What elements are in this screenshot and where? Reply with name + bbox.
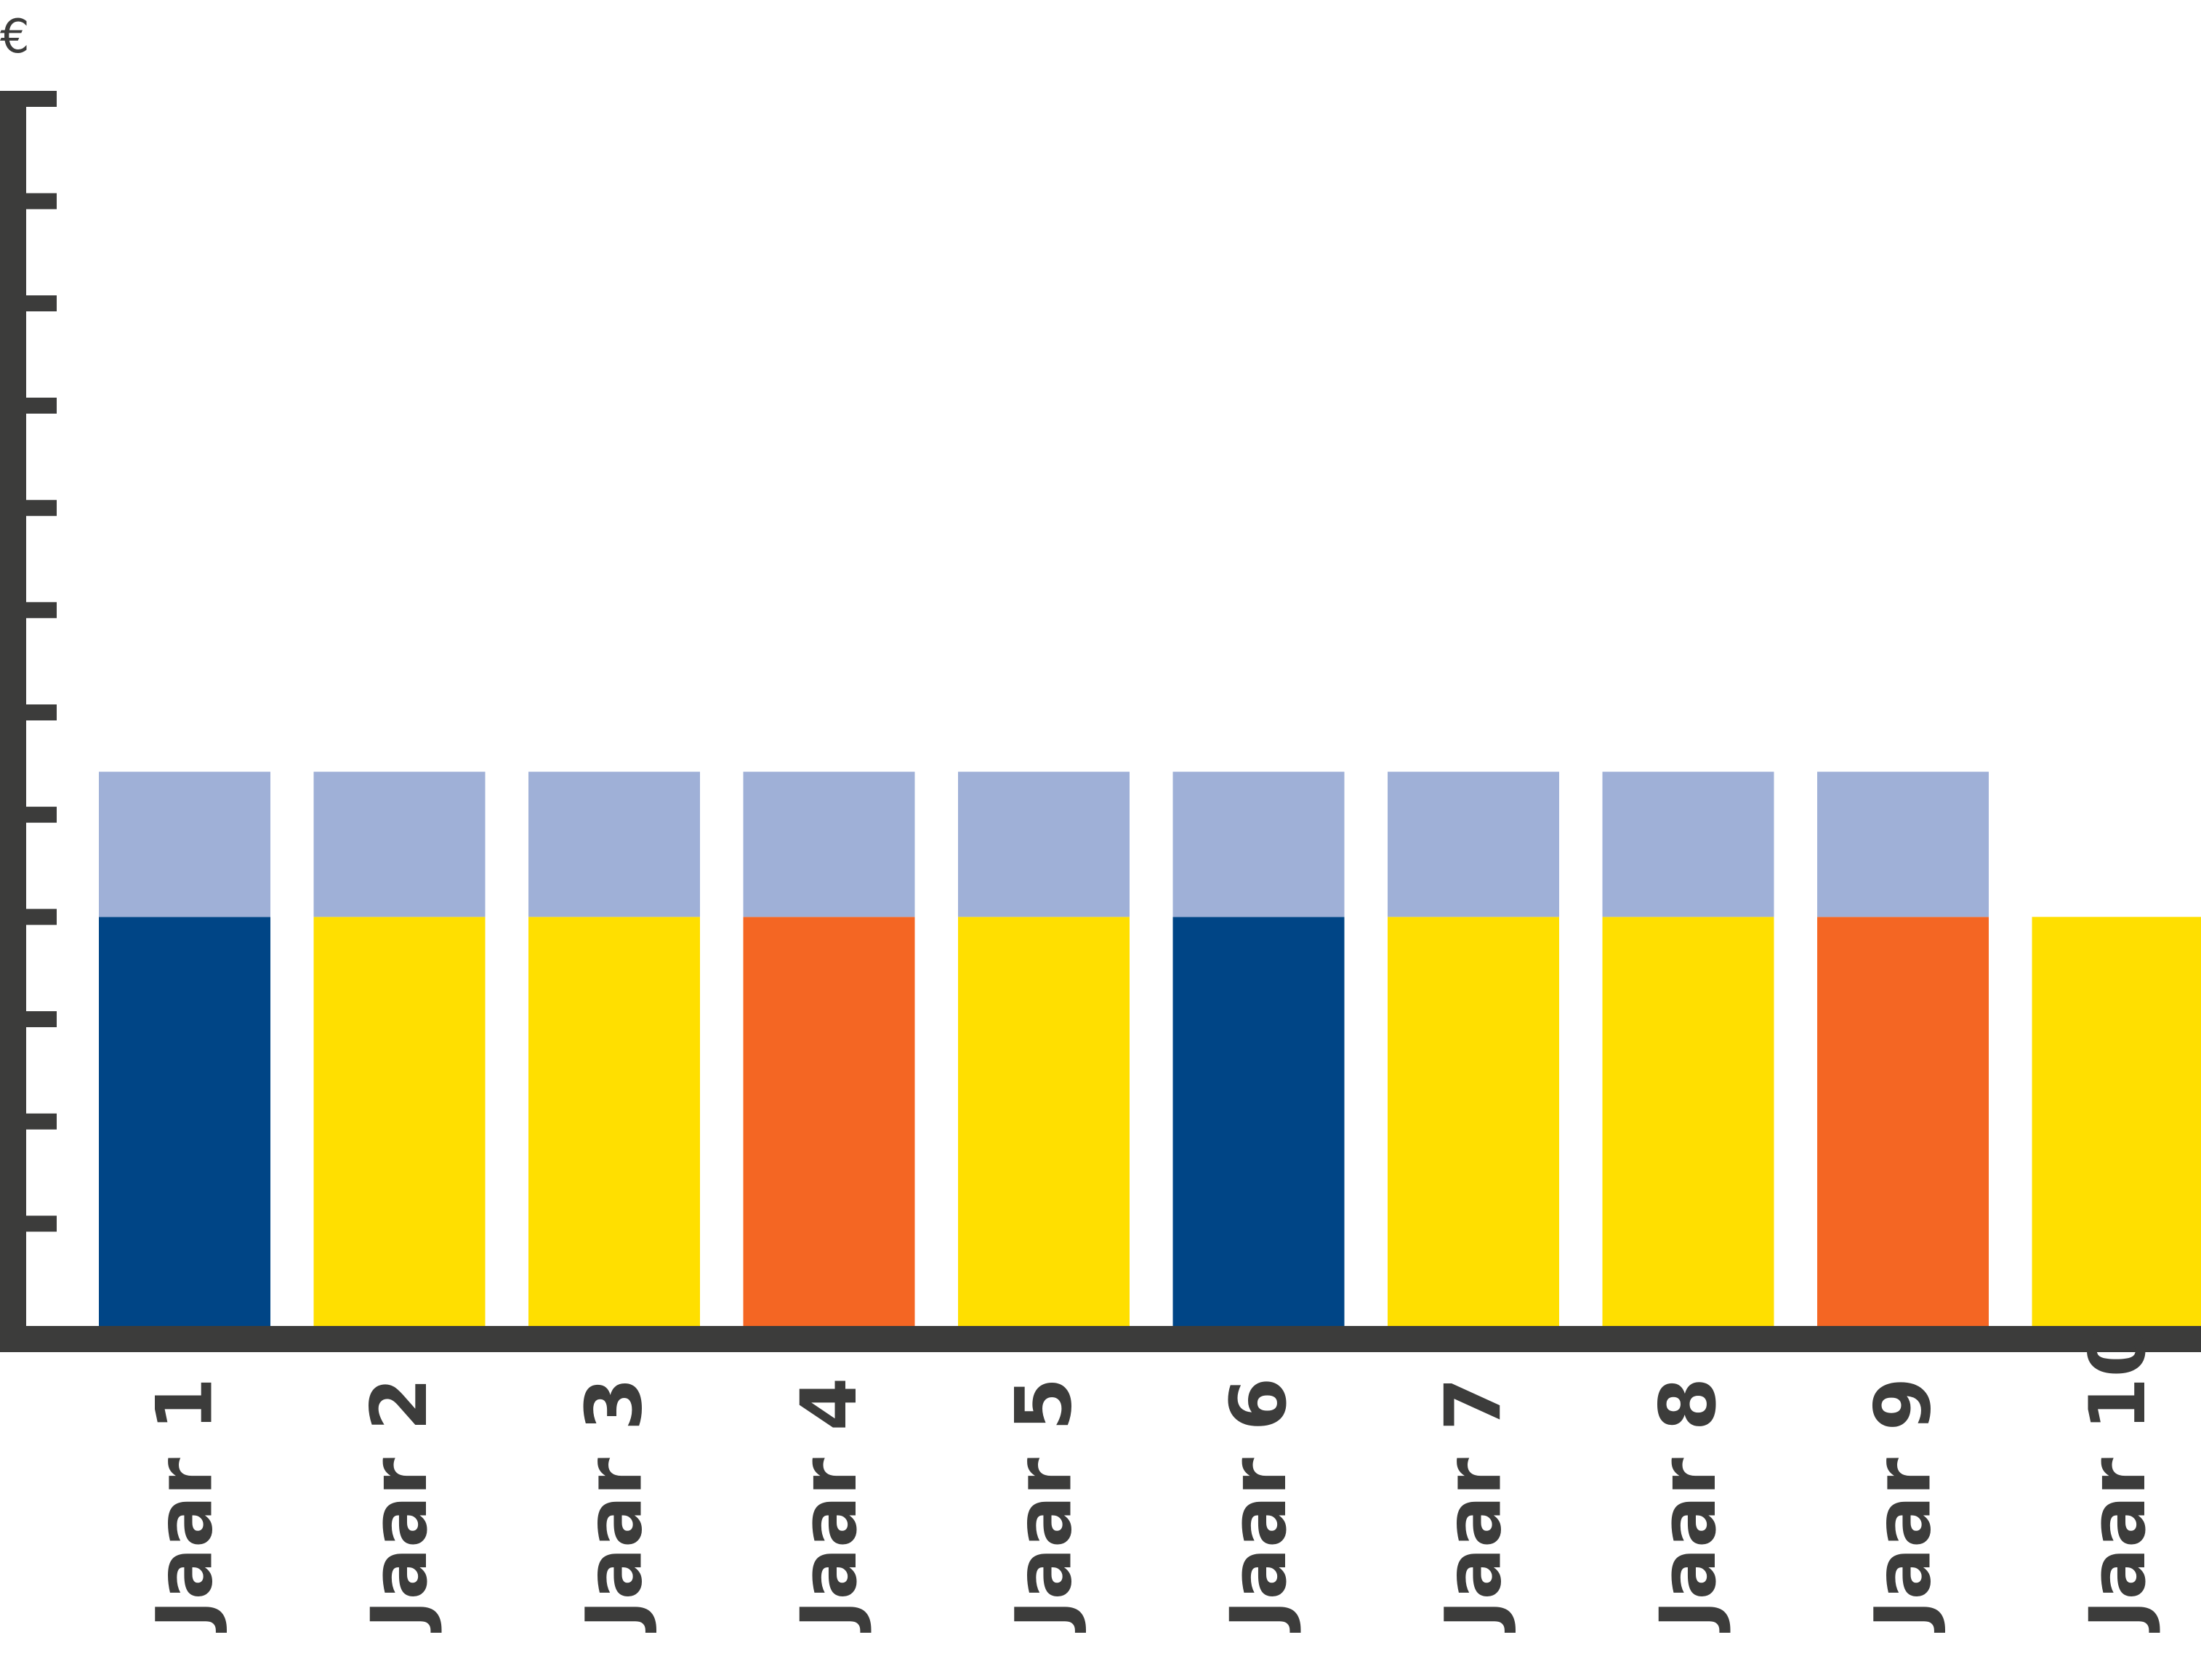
x-tick-label: Jaar 1 <box>140 1378 230 1633</box>
x-tick-label: Jaar 6 <box>1214 1378 1303 1633</box>
x-tick-label: Jaar 2 <box>355 1378 444 1633</box>
x-tick-label: Jaar 8 <box>1643 1378 1733 1633</box>
bar-segment <box>1172 771 1345 917</box>
bar-segment <box>1388 771 1559 917</box>
x-tick-label: Jaar 3 <box>570 1378 659 1633</box>
bar-segment <box>99 917 270 1326</box>
x-tick-label: Jaar 7 <box>1429 1378 1518 1633</box>
y-axis-line <box>0 92 26 1352</box>
bar-segment <box>958 917 1130 1326</box>
x-axis-line <box>0 1326 2201 1352</box>
bar-segment <box>1388 917 1559 1326</box>
bar-segment <box>313 917 486 1326</box>
bar-segment <box>528 771 700 917</box>
x-labels-group: Jaar 1 Jaar 2 Jaar 3 Jaar 4 Jaar 5 Jaar 6 Jaar… <box>140 1324 2163 1633</box>
bar-segment <box>1602 771 1774 917</box>
bar-segment <box>528 917 700 1326</box>
bar-segment <box>743 917 915 1326</box>
bar-segment <box>2032 917 2201 1326</box>
bar-segment <box>1817 917 1989 1326</box>
bar-segment <box>743 771 915 917</box>
bar-segment <box>1172 917 1345 1326</box>
y-axis-unit-label: € <box>0 10 30 64</box>
bar-segment <box>958 771 1130 917</box>
bar-segment <box>1817 771 1989 917</box>
x-tick-label: Jaar 5 <box>999 1378 1089 1633</box>
bars-group <box>99 771 2201 1326</box>
bar-segment <box>99 771 270 917</box>
x-tick-label: Jaar 4 <box>784 1378 874 1633</box>
bar-segment <box>313 771 486 917</box>
x-tick-label: Jaar 10 <box>2073 1324 2162 1633</box>
bar-segment <box>1602 917 1774 1326</box>
x-tick-label: Jaar 9 <box>1859 1378 1948 1633</box>
